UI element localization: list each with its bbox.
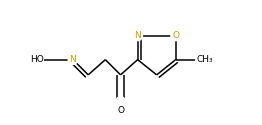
Text: O: O [117, 106, 124, 115]
Text: N: N [70, 55, 76, 64]
Text: O: O [172, 31, 179, 40]
Circle shape [133, 31, 143, 41]
Circle shape [116, 97, 125, 106]
Circle shape [171, 31, 181, 41]
Text: CH₃: CH₃ [196, 55, 213, 64]
Text: N: N [134, 31, 141, 40]
Text: HO: HO [30, 55, 43, 64]
Circle shape [68, 55, 78, 64]
